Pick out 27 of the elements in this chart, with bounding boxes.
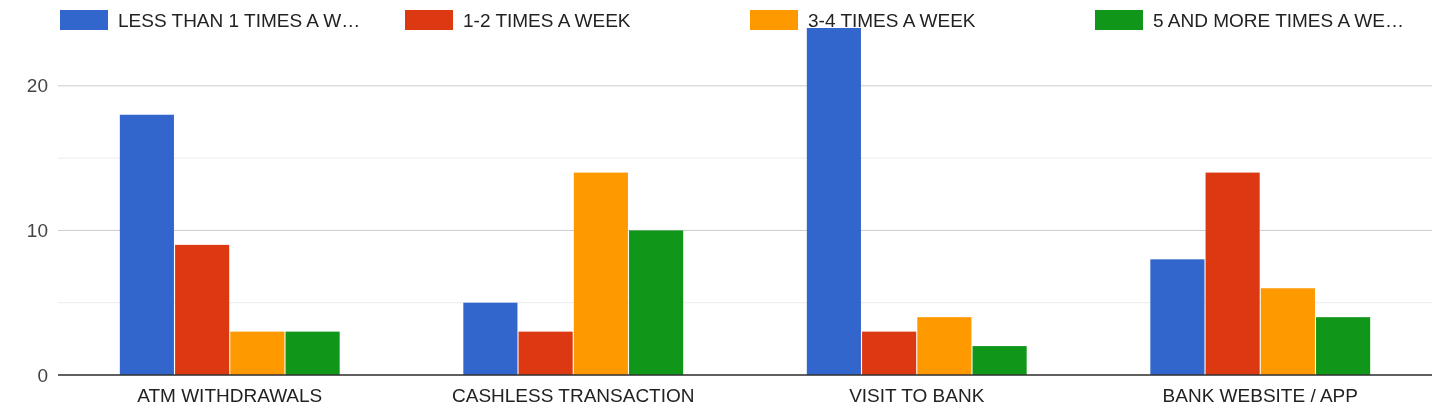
bar	[629, 230, 684, 375]
legend-label: 5 AND MORE TIMES A WE…	[1153, 9, 1404, 31]
bar	[573, 172, 628, 375]
bar	[230, 331, 285, 375]
bar	[1150, 259, 1205, 375]
x-tick-label: BANK WEBSITE / APP	[1162, 385, 1358, 406]
legend-label: 3-4 TIMES A WEEK	[808, 9, 976, 31]
bar	[1316, 317, 1371, 375]
x-tick-label: VISIT TO BANK	[849, 385, 985, 406]
y-tick-label: 20	[26, 75, 48, 97]
bar	[1260, 288, 1315, 375]
bar	[1205, 172, 1260, 375]
bar	[285, 331, 340, 375]
bar	[119, 114, 174, 375]
legend-label: 1-2 TIMES A WEEK	[463, 9, 631, 31]
y-tick-label: 0	[37, 364, 48, 386]
bar	[463, 302, 518, 375]
bar	[175, 244, 230, 375]
y-tick-label: 10	[26, 220, 48, 242]
legend-label: LESS THAN 1 TIMES A W…	[118, 9, 361, 31]
bar	[917, 317, 972, 375]
x-tick-label: CASHLESS TRANSACTION	[452, 385, 695, 406]
bar	[518, 331, 573, 375]
bar	[972, 346, 1027, 375]
x-tick-label: ATM WITHDRAWALS	[137, 385, 323, 406]
bar	[806, 28, 861, 375]
bar	[862, 331, 917, 375]
